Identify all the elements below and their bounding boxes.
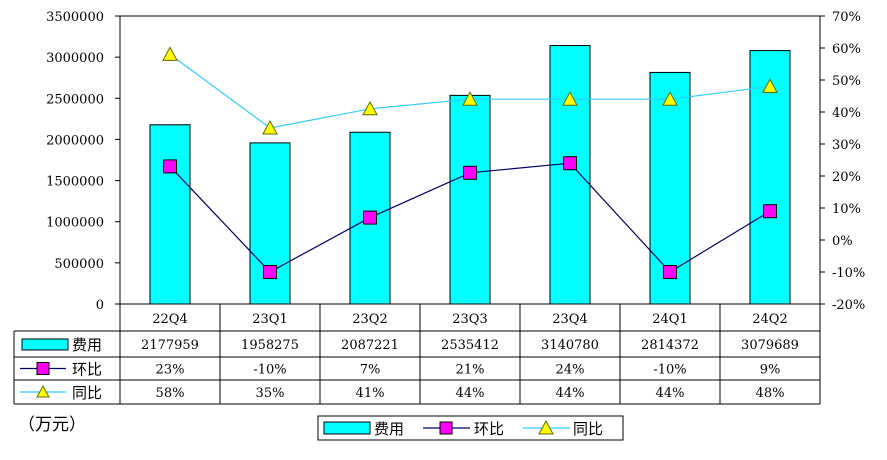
- marker-环比-23Q2: [363, 210, 377, 225]
- legend-label: 费用: [374, 420, 404, 438]
- bar-22Q4: [149, 124, 191, 305]
- marker-同比-23Q1: [262, 119, 278, 135]
- table-cell: -10%: [653, 363, 686, 378]
- line-series-group: [162, 46, 778, 279]
- left-tick-label: 3000000: [46, 51, 104, 66]
- table-row-label: 费用: [72, 336, 102, 354]
- table-cell: 3140780: [541, 338, 599, 353]
- table-key-marker: [36, 384, 50, 398]
- table-cell: 21%: [456, 363, 485, 378]
- category-label: 23Q2: [352, 312, 387, 327]
- table-key-bar: [21, 338, 69, 351]
- table-cell: 35%: [256, 386, 285, 401]
- category-label: 24Q2: [752, 312, 787, 327]
- right-tick-label: 10%: [832, 202, 861, 217]
- legend: 费用 环比 同比: [317, 415, 624, 441]
- category-label: 22Q4: [152, 312, 187, 327]
- marker-环比-24Q1: [663, 265, 677, 279]
- marker-同比-23Q2: [362, 100, 378, 116]
- category-label: 24Q1: [652, 312, 687, 327]
- unit-label: （万元）: [18, 415, 86, 435]
- legend-key-marker: [538, 419, 554, 435]
- right-tick-label: -10%: [832, 266, 865, 281]
- legend-label: 环比: [474, 420, 504, 438]
- right-tick-label: 20%: [832, 170, 861, 185]
- marker-环比-23Q4: [563, 156, 577, 171]
- left-tick-label: 3500000: [46, 10, 104, 25]
- legend-label: 同比: [573, 420, 603, 438]
- table-cell: 2814372: [641, 338, 699, 353]
- right-tick-label: 0%: [832, 234, 853, 249]
- table-cell: 24%: [556, 363, 585, 378]
- legend-key-bar: [323, 421, 371, 435]
- table-cell: 3079689: [741, 338, 799, 353]
- right-tick-label: 50%: [832, 74, 861, 89]
- marker-环比-23Q1: [263, 265, 277, 279]
- bar-23Q4: [549, 45, 591, 305]
- left-tick-label: 2500000: [46, 92, 104, 107]
- marker-同比-22Q4: [162, 46, 178, 61]
- bar-23Q3: [449, 94, 491, 305]
- table-row-label: 同比: [72, 384, 102, 402]
- table-cell: 23%: [156, 363, 185, 378]
- right-tick-label: 40%: [832, 106, 861, 121]
- left-tick-label: 0: [96, 298, 104, 313]
- left-axis-tick-labels: 0 500000 1000000 1500000 2000000 2500000 30000…: [46, 10, 120, 313]
- table-cell: 44%: [456, 386, 485, 401]
- category-label: 23Q1: [252, 312, 287, 327]
- marker-环比-24Q2: [763, 204, 777, 219]
- left-tick-label: 1500000: [46, 175, 104, 190]
- marker-同比-24Q1: [662, 91, 678, 106]
- table-cell: 9%: [760, 363, 781, 378]
- right-tick-label: -20%: [832, 298, 865, 313]
- table-cell: 44%: [656, 386, 685, 401]
- left-tick-label: 500000: [54, 257, 104, 272]
- right-tick-label: 30%: [832, 138, 861, 153]
- table-cell: -10%: [253, 363, 286, 378]
- table-key-marker: [36, 362, 50, 375]
- data-table: 22Q4 23Q1 23Q2 23Q3 23Q4 24Q1 24Q2 费用 2177959 195…: [13, 304, 821, 405]
- table-cell: 58%: [156, 386, 185, 401]
- table-cell: 41%: [356, 386, 385, 401]
- table-cell: 7%: [360, 363, 381, 378]
- category-label: 23Q3: [452, 312, 487, 327]
- right-axis-tick-labels: -20% -10% 0% 10% 20% 30% 40% 50% 60% 70%: [820, 10, 865, 313]
- left-tick-label: 1000000: [46, 216, 104, 231]
- bar-23Q1: [249, 142, 291, 305]
- table-cell: 2087221: [341, 338, 399, 353]
- right-tick-label: 60%: [832, 42, 861, 57]
- table-cell: 2535412: [441, 338, 499, 353]
- table-cell: 1958275: [241, 338, 299, 353]
- marker-同比-23Q3: [462, 91, 478, 106]
- table-cell: 48%: [756, 386, 785, 401]
- right-tick-label: 70%: [832, 10, 861, 25]
- table-cell: 2177959: [141, 338, 199, 353]
- table-row-label: 环比: [72, 361, 102, 379]
- marker-环比-22Q4: [163, 159, 177, 174]
- category-label: 23Q4: [552, 312, 587, 327]
- table-cell: 44%: [556, 386, 585, 401]
- marker-同比-24Q2: [762, 78, 778, 93]
- marker-同比-23Q4: [562, 91, 578, 106]
- left-tick-label: 2000000: [46, 133, 104, 148]
- legend-key-marker: [439, 421, 453, 435]
- bar-series-group: [149, 45, 791, 305]
- marker-环比-23Q3: [463, 165, 477, 180]
